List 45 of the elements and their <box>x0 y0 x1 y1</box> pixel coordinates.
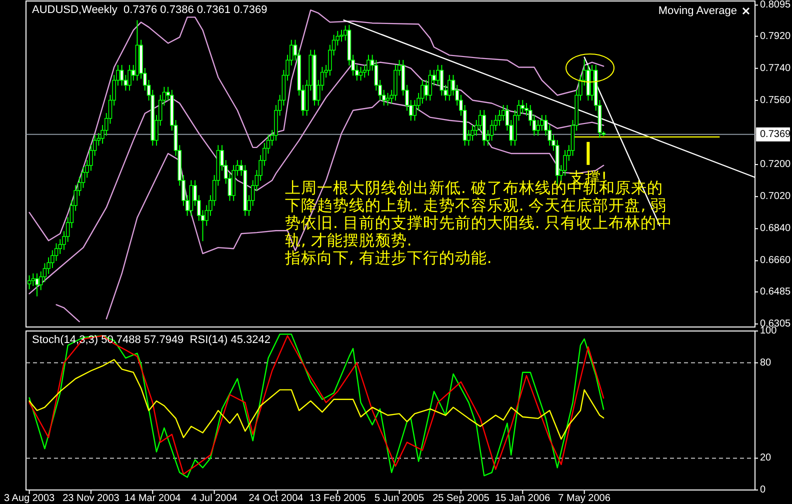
y-tick-label: 0.6660 <box>760 255 792 266</box>
y-tick-label: 20 <box>760 452 772 464</box>
y-tick-label: 0.7920 <box>760 30 792 42</box>
candlestick <box>448 74 452 102</box>
candlestick <box>501 104 506 122</box>
candlestick <box>540 114 544 132</box>
candlestick <box>27 274 32 290</box>
y-tick-label: 0.7020 <box>760 191 792 202</box>
candlestick <box>120 64 124 86</box>
candlestick <box>424 79 428 102</box>
x-tick-label: 5 Jun 2005 <box>374 493 424 504</box>
candlestick <box>128 64 132 92</box>
candlestick <box>436 64 440 86</box>
x-tick-label: 25 Sep 2005 <box>432 493 490 504</box>
candlestick <box>520 100 525 114</box>
candlestick <box>31 272 36 287</box>
y-tick-label: 80 <box>760 357 772 368</box>
x-tick-label: 24 Oct 2004 <box>248 493 304 504</box>
y-tick-label: 0 <box>760 484 766 496</box>
candlestick <box>340 29 344 42</box>
candlestick <box>428 69 432 102</box>
annotation: 指标向下, 有进步下行的动能. <box>284 249 492 267</box>
candlestick <box>386 92 390 106</box>
y-tick-label: 0.6840 <box>760 223 792 234</box>
y-tick-label: 0.6485 <box>760 286 792 298</box>
candlestick <box>35 272 39 297</box>
chart-title: AUDUSD,Weekly 0.7376 0.7386 0.7361 0.7369 <box>32 4 268 16</box>
ref-line-label: 0.7369 <box>760 128 792 140</box>
x-tick-label: 15 Jan 2006 <box>495 493 551 504</box>
x-tick-label: 23 Nov 2003 <box>62 493 120 504</box>
x-tick-label: 14 Mar 2004 <box>124 493 182 504</box>
line-series <box>28 359 604 440</box>
candlestick <box>366 54 370 76</box>
y-tick-label: 0.8095 <box>760 0 792 11</box>
x-tick-label: 3 Aug 2003 <box>4 493 56 504</box>
y-tick-label: 0.7560 <box>760 94 792 106</box>
x-tick-label: 13 Feb 2005 <box>310 493 366 504</box>
candlestick <box>470 124 474 142</box>
y-tick-label: 0.7740 <box>760 62 792 74</box>
x-tick-label: 4 Jul 2004 <box>191 493 238 504</box>
annotation: Moving Average <box>658 5 737 17</box>
candlestick <box>440 64 444 96</box>
x-tick-label: 7 May 2006 <box>558 493 611 504</box>
y-tick-label: 100 <box>760 326 778 336</box>
y-tick-label: 0.7200 <box>760 159 792 170</box>
